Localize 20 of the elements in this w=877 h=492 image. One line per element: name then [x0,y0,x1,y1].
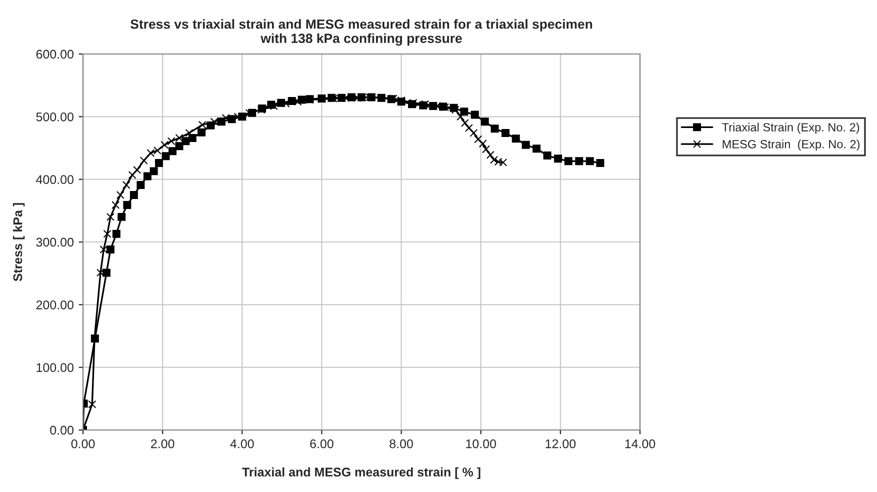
x-tick-label: 10.00 [466,439,496,448]
x-tick-label: 8.00 [390,439,413,448]
x-tick-label: 0.00 [71,439,95,448]
y-axis-title: Stress [ kPa ] [12,203,25,282]
y-tick-label: 0.00 [50,426,74,435]
y-tick-label: 500.00 [36,112,74,122]
y-tick-label: 100.00 [36,363,74,372]
x-tick-label: 12.00 [546,439,576,448]
y-tick-label: 200.00 [36,300,74,310]
legend-label: Triaxial Strain (Exp. No. 2) [722,122,860,134]
legend-label: MESG Strain (Exp. No. 2) [722,140,860,151]
x-tick-label: 2.00 [151,439,174,448]
x-tick-label: 6.00 [310,439,334,448]
x-tick-label: 14.00 [625,439,656,448]
y-tick-label: 400.00 [36,175,74,184]
x-tick-label: 4.00 [230,439,254,448]
x-axis-title: Triaxial and MESG measured strain [ % ] [242,467,480,479]
chart-title: Stress vs triaxial strain and MESG measured strain for a triaxial specimen with 138 kPa confining pressure [130,19,592,46]
y-tick-label: 300.00 [36,238,74,247]
y-tick-label: 600.00 [36,50,74,59]
